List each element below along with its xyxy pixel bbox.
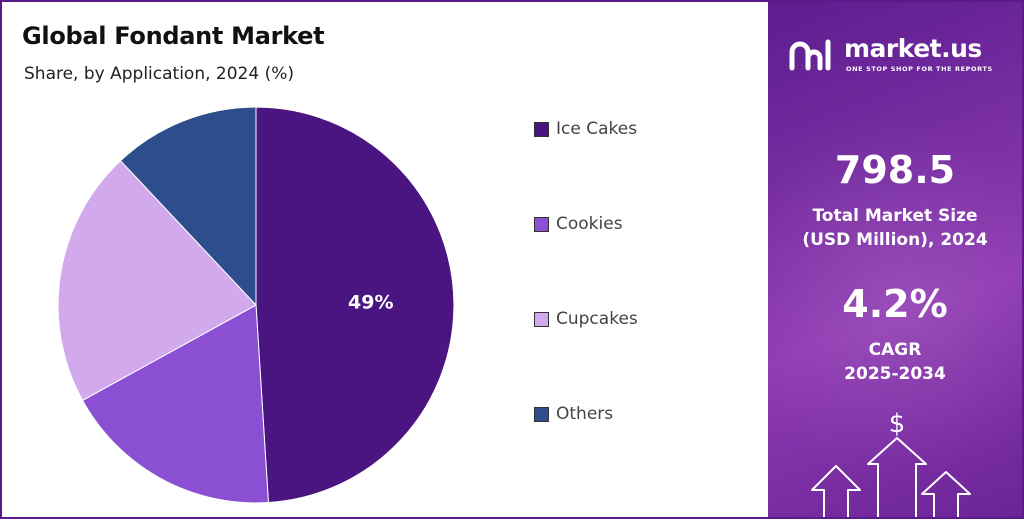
- legend-swatch: [534, 311, 549, 327]
- market-size-label-line1: Total Market Size: [812, 206, 978, 226]
- summary-panel: market.us ONE STOP SHOP FOR THE REPORTS …: [768, 2, 1022, 517]
- brand-tagline: ONE STOP SHOP FOR THE REPORTS: [846, 65, 993, 73]
- pie-outline: [57, 106, 455, 504]
- legend-label: Ice Cakes: [556, 119, 638, 139]
- legend-item-cupcakes: Cupcakes: [534, 304, 638, 334]
- chart-title: Global Fondant Market: [22, 22, 325, 50]
- market-us-logo-icon: [789, 39, 831, 71]
- legend-item-others: Others: [534, 399, 613, 429]
- cagr-value: 4.2%: [842, 282, 948, 326]
- legend-item-ice-cakes: Ice Cakes: [534, 114, 637, 144]
- chart-legend: Ice Cakes Cookies Cupcakes Others: [534, 114, 754, 434]
- dollar-symbol: $: [889, 409, 906, 439]
- legend-label: Others: [556, 404, 614, 424]
- legend-label: Cupcakes: [556, 309, 638, 329]
- legend-swatch: [534, 121, 549, 137]
- legend-swatch: [534, 216, 549, 232]
- market-size-value: 798.5: [834, 148, 956, 192]
- pie-chart: 49%: [57, 106, 455, 504]
- legend-item-cookies: Cookies: [534, 209, 623, 239]
- brand-logo: market.us ONE STOP SHOP FOR THE REPORTS: [788, 34, 1018, 74]
- panel-glow: [768, 122, 1022, 482]
- slice-label-ice-cakes: 49%: [348, 291, 393, 313]
- cagr-label: CAGR: [868, 340, 922, 360]
- chart-subtitle: Share, by Application, 2024 (%): [24, 64, 294, 84]
- chart-panel: Global Fondant Market Share, by Applicat…: [2, 2, 766, 517]
- pie-chart-container: 49%: [56, 105, 456, 505]
- brand-name: market.us: [844, 34, 982, 63]
- market-size-label-line2: (USD Million), 2024: [802, 230, 988, 250]
- cagr-period: 2025-2034: [844, 364, 946, 384]
- growth-arrows-icon: $: [811, 409, 971, 517]
- legend-label: Cookies: [556, 214, 623, 234]
- legend-swatch: [534, 406, 549, 422]
